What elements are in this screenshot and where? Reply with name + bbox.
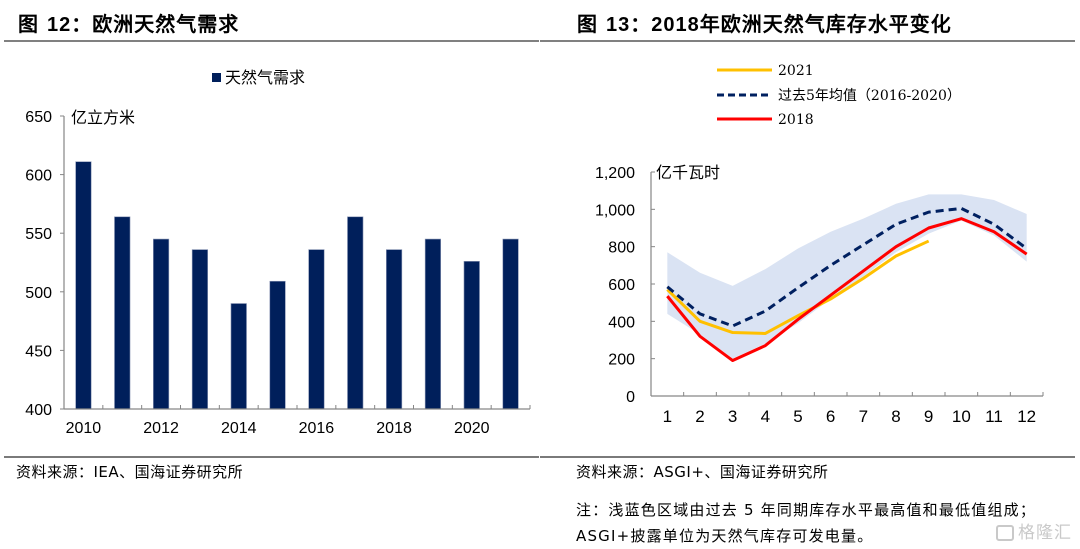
line-y-tick-label: 600: [608, 277, 635, 294]
bar-y-tick-label: 600: [25, 168, 52, 185]
line-chart-unit-label: 亿千瓦时: [656, 163, 720, 182]
bar-2018: [386, 249, 403, 410]
figure-12-number: 12: [46, 14, 72, 36]
figure-13-title-text: 年欧洲天然气库存水平变化: [699, 12, 952, 36]
series-line-2: [666, 217, 1028, 363]
bar-x-tick-label: 2018: [376, 420, 412, 437]
range-band-area: [667, 194, 1027, 359]
bar-2015: [269, 280, 286, 410]
figure-13-title-year: 2018: [651, 14, 700, 36]
figure-13-label-prefix: 图: [577, 12, 606, 36]
figure-13-number: 13: [605, 14, 631, 36]
line-chart-y-axis-ticks: 0 200 400 600 800 1,000 1,200: [595, 165, 655, 406]
bar-2010: [75, 161, 92, 410]
bar-2020: [463, 261, 480, 410]
line-x-tick-label: 4: [761, 407, 770, 426]
bar-chart-unit-label: 亿立方米: [71, 108, 135, 127]
bar-y-tick-label: 400: [25, 402, 52, 419]
bar-x-tick-label: 2010: [66, 420, 102, 437]
figure-13-title-rule: [540, 40, 1075, 42]
line-y-tick-label: 200: [608, 352, 635, 369]
line-x-tick-label: 1: [663, 407, 672, 426]
line-y-tick-label: 800: [608, 240, 635, 257]
bar-y-tick-label: 500: [25, 285, 52, 302]
bar-2017: [347, 216, 364, 410]
line-x-tick-label: 6: [826, 407, 835, 426]
bar-x-tick-label: 2012: [143, 420, 179, 437]
figure-13-note: 注：浅蓝色区域由过去 5 年同期库存水平最高值和最低值组成；ASGI+披露单位为…: [576, 501, 1037, 545]
bar-y-tick-label: 550: [25, 226, 52, 243]
line-chart-series: [666, 206, 1028, 363]
figure-12-label-prefix: 图: [18, 12, 47, 36]
figure-13-source: 资料来源：ASGI+、国海证券研究所: [576, 463, 829, 481]
bar-2019: [424, 238, 441, 410]
legend-label-demand: 天然气需求: [225, 68, 305, 87]
bar-2016: [308, 249, 325, 410]
bar-2021: [502, 238, 519, 410]
figure-12-title-text: 欧洲天然气需求: [92, 12, 240, 36]
watermark-text: 格隆汇: [1018, 523, 1072, 543]
bar-chart-y-axis-ticks: 400 450 500 550 600 650: [25, 109, 64, 419]
bar-2012: [153, 238, 170, 410]
bar-chart-axes: [63, 116, 530, 410]
line-y-tick-label: 1,200: [595, 165, 635, 182]
line-x-tick-label: 5: [793, 407, 802, 426]
bar-2011: [114, 216, 131, 410]
line-x-tick-label: 12: [1017, 407, 1036, 426]
line-chart-x-axis-ticks: 1 2 3 4 5 6 7 8 9 10 11 12: [663, 392, 1044, 426]
series-line-0: [666, 239, 930, 335]
line-x-tick-label: 9: [924, 407, 933, 426]
bar-chart-bars: [75, 161, 519, 410]
bar-2013: [191, 249, 208, 410]
bar-x-tick-label: 2014: [221, 420, 257, 437]
figure-13-label-suffix: ：: [630, 12, 652, 36]
line-chart-band: [667, 194, 1027, 359]
figure-12-title: 图 12：欧洲天然气需求: [18, 8, 239, 37]
bar-x-tick-label: 2016: [299, 420, 335, 437]
line-y-tick-label: 400: [608, 314, 635, 331]
figure-12-title-rule: [4, 40, 539, 42]
line-y-tick-label: 0: [626, 389, 635, 406]
figure-12-source: 资料来源：IEA、国海证券研究所: [16, 463, 244, 481]
line-x-tick-label: 11: [985, 407, 1003, 426]
line-x-tick-label: 7: [859, 407, 868, 426]
line-x-tick-label: 8: [891, 407, 900, 426]
bar-y-tick-label: 650: [25, 109, 52, 126]
legend-swatch-demand: [212, 73, 221, 82]
figure-12-label-suffix: ：: [71, 12, 93, 36]
figure-13-source-rule: [540, 456, 1075, 458]
legend-label-2: 2018: [778, 112, 814, 128]
line-chart-legend: 2021 过去5年均值（2016-2020） 2018: [717, 63, 961, 128]
bar-chart-x-axis-ticks: 2010 2012 2014 2016 2018 2020: [66, 405, 531, 437]
watermark: 格隆汇: [996, 518, 1072, 543]
bar-chart-legend: 天然气需求: [212, 68, 305, 87]
bar-x-tick-label: 2020: [454, 420, 490, 437]
bar-2014: [230, 303, 247, 410]
line-x-tick-label: 2: [695, 407, 704, 426]
bar-y-tick-label: 450: [25, 343, 52, 360]
figure-12-source-rule: [4, 456, 539, 458]
line-y-tick-label: 1,000: [595, 202, 635, 219]
figure-13-title: 图 13：2018年欧洲天然气库存水平变化: [577, 8, 952, 37]
series-line-1: [666, 206, 1028, 328]
legend-label-0: 2021: [778, 63, 814, 79]
line-x-tick-label: 10: [952, 407, 971, 426]
line-x-tick-label: 3: [728, 407, 737, 426]
watermark-logo-icon: [996, 525, 1014, 541]
legend-label-1: 过去5年均值（2016-2020）: [778, 88, 961, 104]
